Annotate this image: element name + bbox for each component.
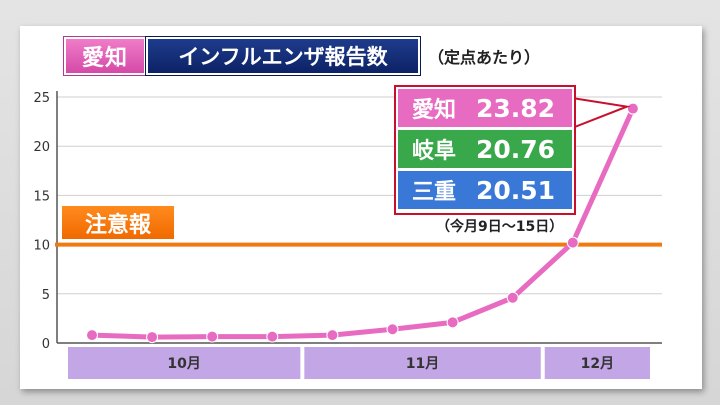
y-tick-label: 10 xyxy=(33,239,50,254)
y-tick-label: 5 xyxy=(42,288,50,303)
legend-value: 20.76 xyxy=(476,134,556,164)
legend-box: 愛知 23.82 岐阜 20.76 三重 20.51 xyxy=(394,85,576,215)
y-tick-label: 20 xyxy=(33,140,50,155)
y-tick-label: 0 xyxy=(42,337,50,352)
data-point xyxy=(446,316,459,329)
period-label: （今月9日～15日） xyxy=(436,219,564,235)
legend-name: 愛知 xyxy=(411,98,456,123)
legend-row-aichi: 愛知 23.82 xyxy=(398,89,572,127)
series-line xyxy=(89,106,636,340)
legend-name: 三重 xyxy=(411,180,456,205)
data-point xyxy=(146,331,159,344)
y-tick-label: 15 xyxy=(33,189,50,204)
alert-label: 注意報 xyxy=(62,206,174,239)
y-tick-label: 25 xyxy=(33,91,50,106)
legend-row-gifu: 岐阜 20.76 xyxy=(398,130,572,168)
month-band xyxy=(304,347,541,379)
legend-name: 岐阜 xyxy=(411,139,456,164)
data-point xyxy=(326,329,339,342)
legend-value: 20.51 xyxy=(476,175,556,205)
chart-subtitle: （定点あたり） xyxy=(428,48,541,67)
x-tick-label: 12月 xyxy=(581,356,614,372)
callout-pointer xyxy=(571,97,631,129)
data-point xyxy=(506,291,519,304)
region-label: 愛知 xyxy=(63,36,147,76)
data-point xyxy=(566,236,579,249)
x-tick-label: 11月 xyxy=(406,356,439,372)
x-tick-label: 10月 xyxy=(167,356,200,372)
data-point xyxy=(206,330,219,343)
data-point xyxy=(386,323,399,336)
legend-value: 23.82 xyxy=(476,93,556,123)
data-point xyxy=(626,102,639,115)
data-point xyxy=(86,329,98,342)
month-band xyxy=(68,347,301,379)
legend-row-mie: 三重 20.51 xyxy=(398,171,572,209)
month-band xyxy=(544,347,650,379)
data-point xyxy=(266,330,279,343)
chart-title: インフルエンザ報告数 xyxy=(145,36,421,76)
